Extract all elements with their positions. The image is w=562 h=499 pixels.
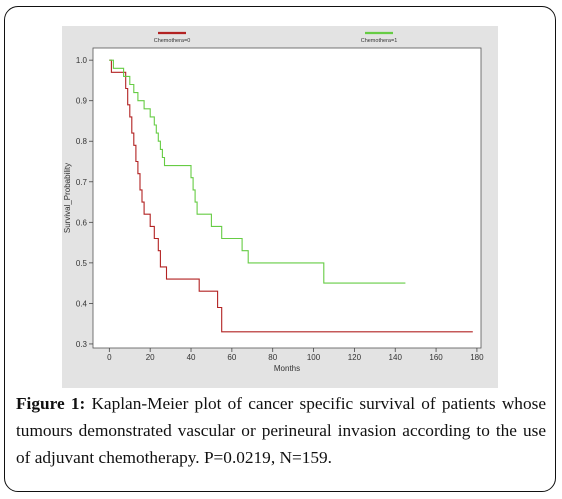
y-tick-label: 0.6 <box>76 218 88 227</box>
plot-area <box>92 47 482 349</box>
x-tick-label: 180 <box>470 353 484 362</box>
figure-caption: Figure 1: Kaplan-Meier plot of cancer sp… <box>16 390 546 471</box>
series-line-1 <box>109 59 473 333</box>
x-tick-label: 100 <box>307 353 321 362</box>
x-tick-label: 120 <box>348 353 362 362</box>
x-tick-label: 140 <box>389 353 403 362</box>
x-tick-label: 40 <box>187 353 196 362</box>
series-layer <box>109 59 473 333</box>
x-tick-label: 60 <box>227 353 236 362</box>
x-tick-label: 80 <box>268 353 277 362</box>
y-axis-label: Survival_Probability <box>63 163 72 233</box>
y-axis: 0.3 0.4 0.5 0.6 0.7 0.8 0.9 1.0 <box>76 56 93 349</box>
y-tick-label: 0.9 <box>76 97 88 106</box>
caption-label: Figure 1: <box>16 394 86 413</box>
x-tick-label: 160 <box>429 353 443 362</box>
legend-label-1: Chemothera=0 <box>154 38 191 44</box>
legend-label-2: Chemothera=1 <box>361 38 398 44</box>
x-tick-label: 20 <box>146 353 155 362</box>
y-tick-label: 0.3 <box>76 340 88 349</box>
x-axis: 0 20 40 60 80 100 120 140 160 180 <box>107 348 484 362</box>
y-tick-label: 0.5 <box>76 259 88 268</box>
y-tick-label: 0.8 <box>76 137 88 146</box>
x-tick-label: 0 <box>107 353 112 362</box>
series-line-2 <box>109 59 406 284</box>
y-tick-label: 0.7 <box>76 178 88 187</box>
y-tick-label: 1.0 <box>76 56 88 65</box>
legend: Chemothera=0 Chemothera=1 <box>154 31 398 44</box>
x-axis-label: Months <box>274 364 300 373</box>
caption-text: Kaplan-Meier plot of cancer specific sur… <box>16 394 546 467</box>
y-tick-label: 0.4 <box>76 299 88 308</box>
